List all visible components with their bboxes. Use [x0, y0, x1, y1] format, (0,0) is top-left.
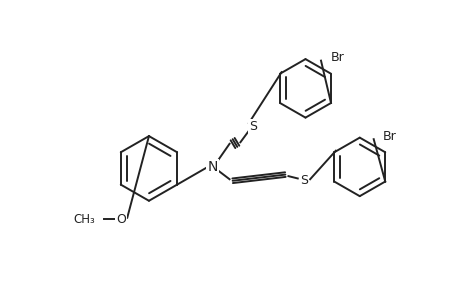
Text: N: N: [207, 160, 217, 174]
Text: Br: Br: [382, 130, 396, 142]
Text: S: S: [299, 174, 307, 187]
Text: Br: Br: [330, 51, 343, 64]
Text: CH₃: CH₃: [73, 213, 95, 226]
Text: O: O: [116, 213, 126, 226]
Text: S: S: [248, 120, 256, 134]
